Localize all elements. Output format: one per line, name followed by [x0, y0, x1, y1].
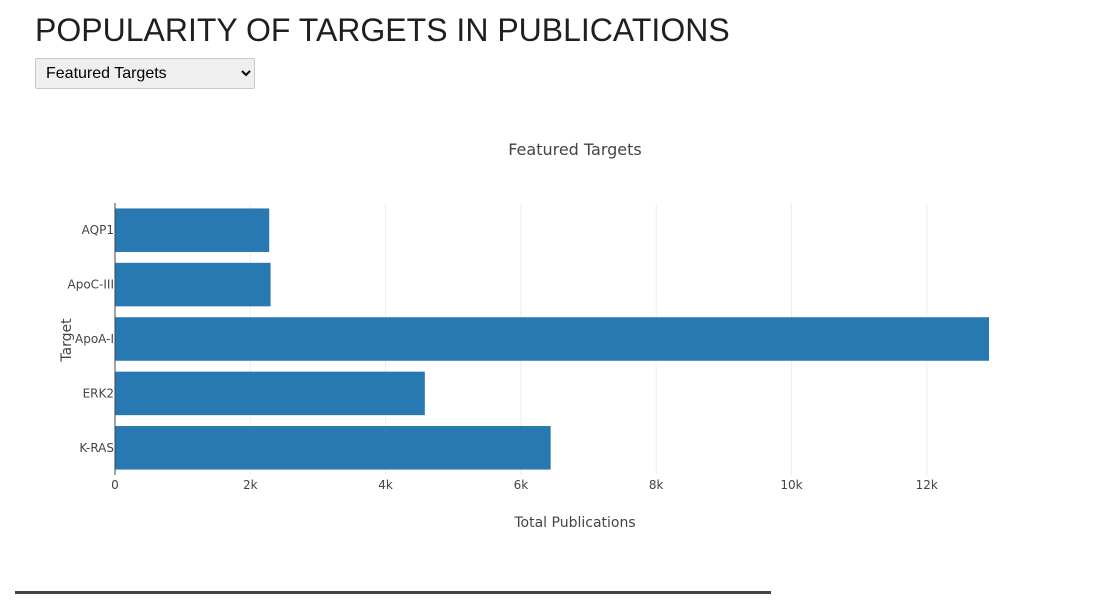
- y-tick-label: ApoC-III: [68, 278, 115, 292]
- y-axis-title: Target: [59, 318, 75, 363]
- bar[interactable]: [115, 262, 271, 307]
- y-tick-label: AQP1: [82, 223, 114, 237]
- bar-chart: 0 2k 4k 6k 8k 10k 12k AQP1 ApoC-III ApoA-I ERK2 K-R…: [59, 140, 989, 531]
- x-axis-title: Total Publications: [513, 515, 635, 531]
- bar[interactable]: [115, 208, 270, 252]
- bar[interactable]: [115, 317, 989, 361]
- y-tick-label: ApoA-I: [75, 332, 114, 346]
- x-tick-label: 2k: [243, 478, 258, 492]
- chart-container: 0 2k 4k 6k 8k 10k 12k AQP1 ApoC-III ApoA-I ERK2 K-R…: [0, 110, 1097, 550]
- x-tick-label: 10k: [780, 478, 802, 492]
- x-tick-label: 6k: [514, 478, 529, 492]
- x-tick-label: 0: [111, 478, 119, 492]
- bar[interactable]: [115, 371, 425, 416]
- y-tick-label: K-RAS: [79, 441, 114, 455]
- footer-divider: [15, 591, 771, 594]
- chart-title: Featured Targets: [508, 140, 642, 159]
- x-tick-label: 8k: [649, 478, 664, 492]
- bars: [115, 208, 989, 470]
- x-tick-label: 12k: [916, 478, 938, 492]
- bar[interactable]: [115, 426, 551, 470]
- axes: 0 2k 4k 6k 8k 10k 12k AQP1 ApoC-III ApoA-I ERK2 K-R…: [68, 203, 938, 492]
- page-title: POPULARITY OF TARGETS IN PUBLICATIONS: [35, 12, 730, 48]
- y-tick-label: ERK2: [83, 386, 114, 400]
- target-set-select[interactable]: Featured Targets: [35, 58, 255, 89]
- x-tick-label: 4k: [378, 478, 393, 492]
